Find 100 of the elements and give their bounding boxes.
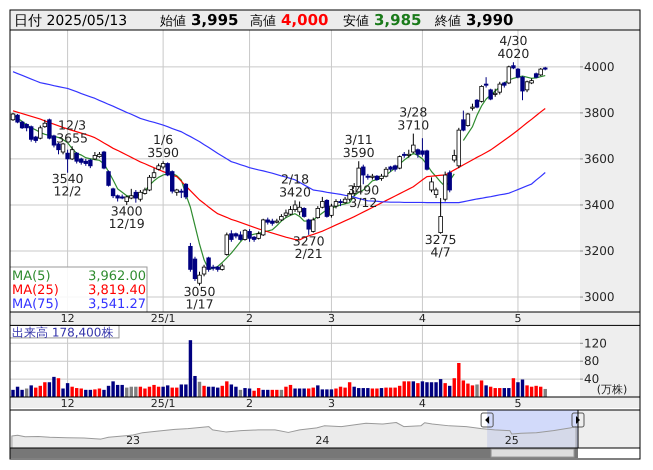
text: MA(25) [12, 283, 59, 298]
y-tick-label: 80 [584, 354, 600, 368]
bar [280, 390, 284, 397]
bar [156, 386, 160, 397]
bar [480, 380, 484, 397]
bar [30, 385, 33, 397]
candlestick [102, 150, 106, 170]
text: 始値 3,995 [160, 11, 238, 29]
candlestick [106, 170, 111, 188]
bar [443, 383, 447, 397]
annotation: 3/28 3710 [397, 104, 430, 133]
y-tick-label: 3600 [584, 152, 615, 166]
candlestick [297, 201, 302, 216]
bar [302, 388, 306, 397]
bar [544, 388, 547, 397]
x-tick-label: 25/1 [150, 312, 176, 325]
annotation: 3400 12/19 [108, 204, 145, 231]
annotation: 3,819.40 [88, 283, 146, 298]
bar [230, 384, 234, 397]
bar [180, 384, 184, 397]
candlestick [416, 148, 420, 158]
x-tick-label: 2 [246, 312, 254, 325]
text: 終値 3,990 [434, 11, 514, 29]
candlestick [311, 217, 316, 234]
chart-title: 日付 2025/05/13 [14, 13, 128, 29]
bar [448, 386, 452, 397]
bar [256, 388, 260, 397]
annotation: 3/11 3590 [342, 132, 375, 160]
candlestick [60, 142, 66, 155]
annotation: 3275 4/7 [424, 232, 457, 260]
x-tick-label: 12 [60, 312, 75, 325]
candlestick [138, 189, 143, 202]
bar [348, 382, 352, 397]
annotation: 3540 12/2 [52, 171, 84, 199]
candlestick [461, 110, 466, 132]
bar [120, 384, 124, 397]
bar [24, 388, 28, 397]
candlestick [202, 264, 206, 277]
y-axis-title: (万株) [596, 383, 628, 396]
bar [248, 388, 252, 397]
candlestick [134, 189, 138, 204]
candlestick [466, 112, 470, 128]
bar [138, 386, 142, 397]
y-tick-label: 40 [584, 372, 600, 386]
candlestick [329, 203, 334, 218]
x-tick-label: 5 [514, 312, 522, 325]
bar [370, 388, 374, 397]
chart-title: 出来高 178,400株 [12, 325, 114, 340]
candlestick [384, 166, 388, 178]
bar [438, 379, 442, 397]
annotation: 1/6 3590 [147, 132, 180, 160]
candlestick [65, 149, 70, 174]
annotation: 3,962.00 [88, 269, 146, 284]
candlestick [484, 76, 488, 88]
x-tick-label: 5 [514, 397, 522, 410]
y-tick-label: 3000 [584, 290, 615, 304]
candlestick [498, 81, 502, 95]
x-tick-label: 4 [418, 312, 426, 325]
y-tick-label: 3400 [584, 198, 615, 212]
bar [512, 378, 516, 397]
bar [166, 385, 170, 397]
candlestick [488, 88, 493, 101]
candlestick [438, 198, 443, 234]
candlestick [506, 65, 512, 85]
candlestick [306, 218, 311, 236]
candlestick [474, 98, 480, 109]
bar [93, 389, 97, 397]
candlestick [479, 84, 484, 104]
annotation: 12/3 3655 [56, 117, 88, 146]
x-tick-label: 4 [418, 397, 426, 410]
bar [412, 381, 416, 397]
annotation: 3050 1/17 [184, 284, 216, 312]
x-tick-label: 24 [315, 434, 330, 447]
x-tick-label: 25 [504, 434, 519, 447]
text: MA(5) [12, 269, 51, 284]
candlestick [229, 230, 234, 242]
annotation: 4/30 4020 [497, 33, 530, 62]
text: MA(75) [12, 297, 59, 312]
y-tick-label: 3800 [584, 106, 615, 120]
x-tick-label: 3 [328, 397, 335, 410]
bar [66, 383, 70, 397]
x-tick-label: 2 [246, 397, 254, 410]
x-tick-label: 12 [60, 397, 75, 410]
candlestick [324, 198, 330, 218]
bar [416, 383, 420, 397]
y-tick-label: 120 [584, 336, 607, 350]
candlestick [224, 232, 230, 256]
bar [202, 386, 206, 397]
x-tick-label: 25/1 [150, 397, 176, 410]
y-tick-label: 4000 [584, 60, 615, 74]
y-tick-label: 3200 [584, 244, 615, 258]
text: 高値 4,000 [250, 11, 328, 29]
bar [20, 390, 24, 397]
annotation: 3,541.27 [88, 297, 146, 312]
candlestick [242, 228, 248, 242]
x-tick-label: 3 [328, 312, 335, 325]
annotation: 3270 2/21 [292, 233, 325, 261]
candlestick [302, 206, 306, 218]
x-tick-label: 23 [126, 434, 140, 447]
candlestick [411, 133, 416, 154]
